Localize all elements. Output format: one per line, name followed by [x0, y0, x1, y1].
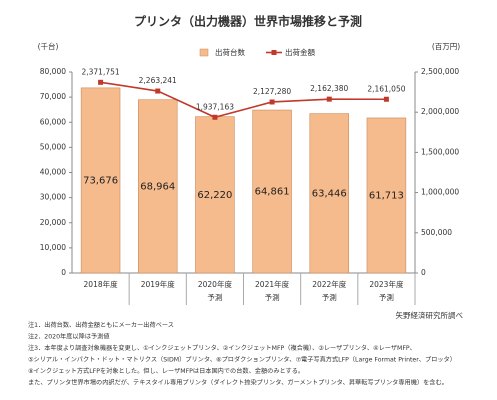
bar-value-label: 68,964: [140, 181, 175, 192]
y-tick-label: 50,000: [40, 142, 66, 151]
y-tick-label: 30,000: [40, 193, 66, 202]
bar: [366, 117, 407, 274]
note: 注2．2020年度以降は予測値: [28, 333, 110, 341]
x-tick-label: 2019年度: [141, 279, 176, 289]
note: 注3．本年度より調査対象機器を変更し、①インクジェットプリンタ、②インクジェット…: [28, 344, 416, 352]
y-axis-unit: (千台): [38, 41, 59, 51]
line-value-label: 2,263,241: [139, 76, 177, 85]
bar-value-label: 61,713: [369, 190, 404, 201]
x-tick-label: 予測: [265, 292, 280, 302]
x-tick-label: 予測: [207, 292, 222, 302]
line: [100, 81, 387, 119]
legend-marker: [271, 50, 277, 55]
note: ⑤シリアル・インパクト・ドット・マトリクス（SIDM）プリンタ、⑥プロダクション…: [28, 356, 456, 364]
source: 矢野経済研究所調べ: [396, 310, 464, 320]
line-marker: [155, 88, 161, 94]
x-tick-label: 予測: [379, 292, 394, 302]
y-tick-label: 0: [61, 268, 66, 277]
legend-label: 出荷金額: [285, 47, 315, 57]
y-tick-label: 40,000: [40, 168, 66, 177]
y2-tick-label: 1,500,000: [421, 147, 459, 156]
line-value-label: 2,371,751: [81, 67, 119, 76]
y-tick-label: 80,000: [40, 67, 66, 76]
chart-title: プリンタ（出力機器）世界市場推移と予測: [134, 14, 362, 29]
note: また、プリンタ世界市場の内訳だが、テキスタイル専用プリンタ（ダイレクト捺染プリン…: [28, 379, 448, 387]
line-marker: [212, 114, 218, 120]
bar: [309, 113, 349, 274]
line-marker: [269, 99, 275, 105]
legend-swatch: [199, 48, 209, 57]
line-marker: [383, 96, 389, 102]
y2-tick-label: 500,000: [421, 228, 452, 237]
y-tick-label: 10,000: [40, 243, 66, 252]
x-tick-label: 2018年度: [84, 279, 119, 289]
y2-axis-unit: (百万円): [432, 42, 460, 51]
y2-tick-label: 0: [421, 268, 426, 277]
bar: [138, 99, 178, 274]
bar: [252, 109, 292, 274]
x-tick-label: 2021年度: [255, 279, 290, 289]
bar-value-label: 73,676: [83, 175, 118, 186]
y2-tick-label: 2,500,000: [421, 67, 459, 76]
bar-value-label: 63,446: [312, 188, 347, 199]
y-tick-label: 20,000: [40, 218, 66, 227]
y2-tick-label: 1,000,000: [421, 188, 459, 197]
x-tick-label: 予測: [322, 292, 337, 302]
line-marker: [98, 79, 104, 85]
y-tick-label: 70,000: [40, 92, 66, 101]
line-value-label: 2,161,050: [367, 84, 405, 93]
y2-tick-label: 2,000,000: [421, 107, 459, 116]
note: ⑧インクジェット方式LFPを対象とした。但し、レーザMFPは日本国内での台数、金…: [28, 367, 304, 375]
line-value-label: 2,162,380: [310, 84, 348, 93]
note: 注1．出荷台数、出荷金額ともにメーカー出荷ベース: [28, 321, 174, 329]
bar: [80, 87, 121, 274]
bar-value-label: 64,861: [255, 187, 290, 198]
line-value-label: 1,937,163: [196, 102, 234, 111]
line-marker: [326, 96, 332, 102]
bar-value-label: 62,220: [197, 190, 232, 201]
y-tick-label: 60,000: [40, 117, 66, 126]
x-tick-label: 2023年度: [369, 279, 404, 289]
legend-label: 出荷台数: [215, 47, 245, 57]
x-tick-label: 2020年度: [198, 279, 233, 289]
line-value-label: 2,127,280: [253, 87, 291, 96]
x-tick-label: 2022年度: [312, 279, 347, 289]
